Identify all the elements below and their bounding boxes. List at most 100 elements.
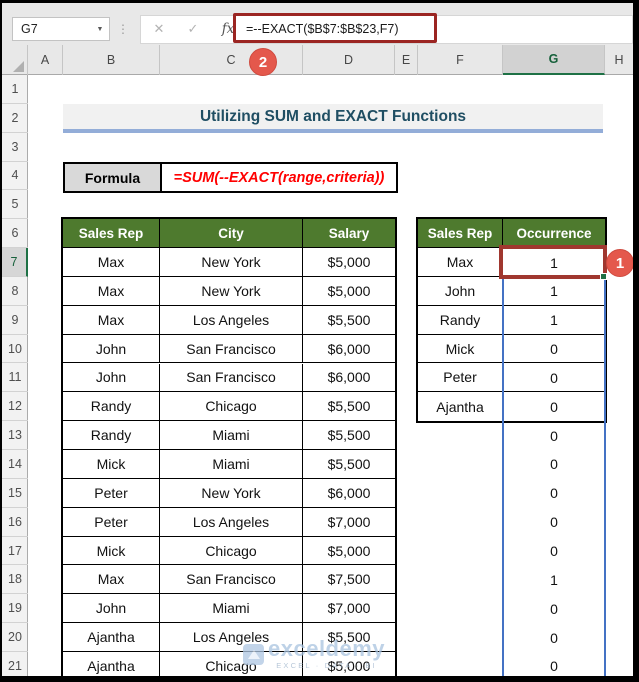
row-header-4[interactable]: 4 xyxy=(2,162,28,191)
cell-D19[interactable]: $7,000 xyxy=(303,594,395,624)
cell-D13[interactable]: $5,500 xyxy=(303,421,395,451)
header-cell-sales-rep[interactable]: Sales Rep xyxy=(63,219,160,249)
cell-C10[interactable]: San Francisco xyxy=(160,334,303,364)
header-cell-salary[interactable]: Salary xyxy=(303,219,395,249)
cell-G17[interactable]: 0 xyxy=(550,543,558,560)
cell-D7[interactable]: $5,000 xyxy=(303,248,395,277)
name-box[interactable]: G7 xyxy=(12,17,110,41)
cell-C15[interactable]: New York xyxy=(160,478,303,508)
row-header-14[interactable]: 14 xyxy=(2,450,28,479)
header-cell-city[interactable]: City xyxy=(160,219,303,249)
cell-B17[interactable]: Mick xyxy=(63,536,160,566)
row-header-20[interactable]: 20 xyxy=(2,623,28,652)
column-header-A[interactable]: A xyxy=(28,45,63,75)
row-header-11[interactable]: 11 xyxy=(2,364,28,393)
cell-G10[interactable]: 0 xyxy=(550,341,558,358)
cell-C8[interactable]: New York xyxy=(160,276,303,306)
cell-D12[interactable]: $5,500 xyxy=(303,392,395,422)
cell-G20[interactable]: 0 xyxy=(550,629,558,646)
cell-B14[interactable]: Mick xyxy=(63,450,160,479)
cell-G10-frame[interactable] xyxy=(503,334,605,364)
column-header-D[interactable]: D xyxy=(303,45,395,75)
cell-F11[interactable]: Peter xyxy=(418,363,503,393)
row-header-16[interactable]: 16 xyxy=(2,508,28,537)
column-header-E[interactable]: E xyxy=(395,45,418,75)
cell-F8[interactable]: John xyxy=(418,276,503,306)
row-header-10[interactable]: 10 xyxy=(2,335,28,364)
cell-D17[interactable]: $5,000 xyxy=(303,536,395,566)
cell-D16[interactable]: $7,000 xyxy=(303,507,395,537)
cell-G12-frame[interactable] xyxy=(503,392,605,422)
cell-F12[interactable]: Ajantha xyxy=(418,392,503,422)
cell-C20[interactable]: Los Angeles xyxy=(160,623,303,652)
cell-G14[interactable]: 0 xyxy=(550,456,558,473)
cell-F9[interactable]: Randy xyxy=(418,305,503,335)
cell-B18[interactable]: Max xyxy=(63,565,160,595)
cell-B11[interactable]: John xyxy=(63,363,160,393)
cell-G16[interactable]: 0 xyxy=(550,514,558,531)
cell-D11[interactable]: $6,000 xyxy=(303,363,395,393)
insert-function-icon[interactable]: fx xyxy=(221,21,235,37)
cell-D18[interactable]: $7,500 xyxy=(303,565,395,595)
fill-handle[interactable] xyxy=(600,273,607,280)
cell-B10[interactable]: John xyxy=(63,334,160,364)
cell-B20[interactable]: Ajantha xyxy=(63,623,160,652)
enter-icon[interactable]: ✓ xyxy=(187,21,199,36)
row-header-1[interactable]: 1 xyxy=(2,75,28,104)
row-header-3[interactable]: 3 xyxy=(2,133,28,162)
cell-C19[interactable]: Miami xyxy=(160,594,303,624)
row-header-7[interactable]: 7 xyxy=(2,248,28,277)
cell-C14[interactable]: Miami xyxy=(160,450,303,479)
row-header-9[interactable]: 9 xyxy=(2,306,28,335)
cell-C11[interactable]: San Francisco xyxy=(160,363,303,393)
cell-C18[interactable]: San Francisco xyxy=(160,565,303,595)
cell-G12[interactable]: 0 xyxy=(550,398,558,415)
header-cell-right-sales-rep[interactable]: Sales Rep xyxy=(418,219,503,249)
header-cell-right-occurrence[interactable]: Occurrence xyxy=(503,219,605,249)
cell-B19[interactable]: John xyxy=(63,594,160,624)
cell-F10[interactable]: Mick xyxy=(418,334,503,364)
cell-D10[interactable]: $6,000 xyxy=(303,334,395,364)
column-header-G[interactable]: G xyxy=(503,45,605,75)
row-header-18[interactable]: 18 xyxy=(2,565,28,595)
cell-G15[interactable]: 0 xyxy=(550,485,558,502)
cell-B7[interactable]: Max xyxy=(63,248,160,277)
row-header-2[interactable]: 2 xyxy=(2,104,28,133)
cell-D14[interactable]: $5,500 xyxy=(303,450,395,479)
row-header-17[interactable]: 17 xyxy=(2,537,28,566)
cell-G9[interactable]: 1 xyxy=(550,312,558,329)
name-box-dropdown-icon[interactable]: ▼ xyxy=(96,25,104,33)
row-header-6[interactable]: 6 xyxy=(2,219,28,249)
cell-G11[interactable]: 0 xyxy=(550,369,558,386)
column-header-C[interactable]: C xyxy=(160,45,303,75)
cell-G13[interactable]: 0 xyxy=(550,427,558,444)
cell-C12[interactable]: Chicago xyxy=(160,392,303,422)
cell-B15[interactable]: Peter xyxy=(63,478,160,508)
sheet-title-cell[interactable]: Utilizing SUM and EXACT Functions xyxy=(63,104,603,133)
select-all-corner[interactable] xyxy=(2,45,28,75)
cell-G11-frame[interactable] xyxy=(503,363,605,393)
cell-G21[interactable]: 0 xyxy=(550,658,558,675)
row-header-13[interactable]: 13 xyxy=(2,421,28,451)
formula-bar-text[interactable]: =--EXACT($B$7:$B$23,F7) xyxy=(246,22,399,36)
cancel-icon[interactable]: ✕ xyxy=(153,21,165,36)
cell-G8[interactable]: 1 xyxy=(550,283,558,300)
cell-B9[interactable]: Max xyxy=(63,305,160,335)
row-header-19[interactable]: 19 xyxy=(2,594,28,624)
cell-D8[interactable]: $5,000 xyxy=(303,276,395,306)
cell-B8[interactable]: Max xyxy=(63,276,160,306)
formula-info-box[interactable]: Formula =SUM(--EXACT(range,criteria)) xyxy=(63,162,398,193)
cell-G8-frame[interactable] xyxy=(503,276,605,306)
cell-B13[interactable]: Randy xyxy=(63,421,160,451)
cell-G7[interactable]: 1 xyxy=(550,254,558,271)
cell-D20[interactable]: $5,500 xyxy=(303,623,395,652)
cell-C17[interactable]: Chicago xyxy=(160,536,303,566)
cell-B12[interactable]: Randy xyxy=(63,392,160,422)
cell-F7[interactable]: Max xyxy=(418,248,503,277)
cell-G19[interactable]: 0 xyxy=(550,600,558,617)
column-header-B[interactable]: B xyxy=(63,45,160,75)
row-header-12[interactable]: 12 xyxy=(2,392,28,422)
row-header-15[interactable]: 15 xyxy=(2,479,28,508)
cell-G9-frame[interactable] xyxy=(503,305,605,335)
column-header-F[interactable]: F xyxy=(418,45,503,75)
